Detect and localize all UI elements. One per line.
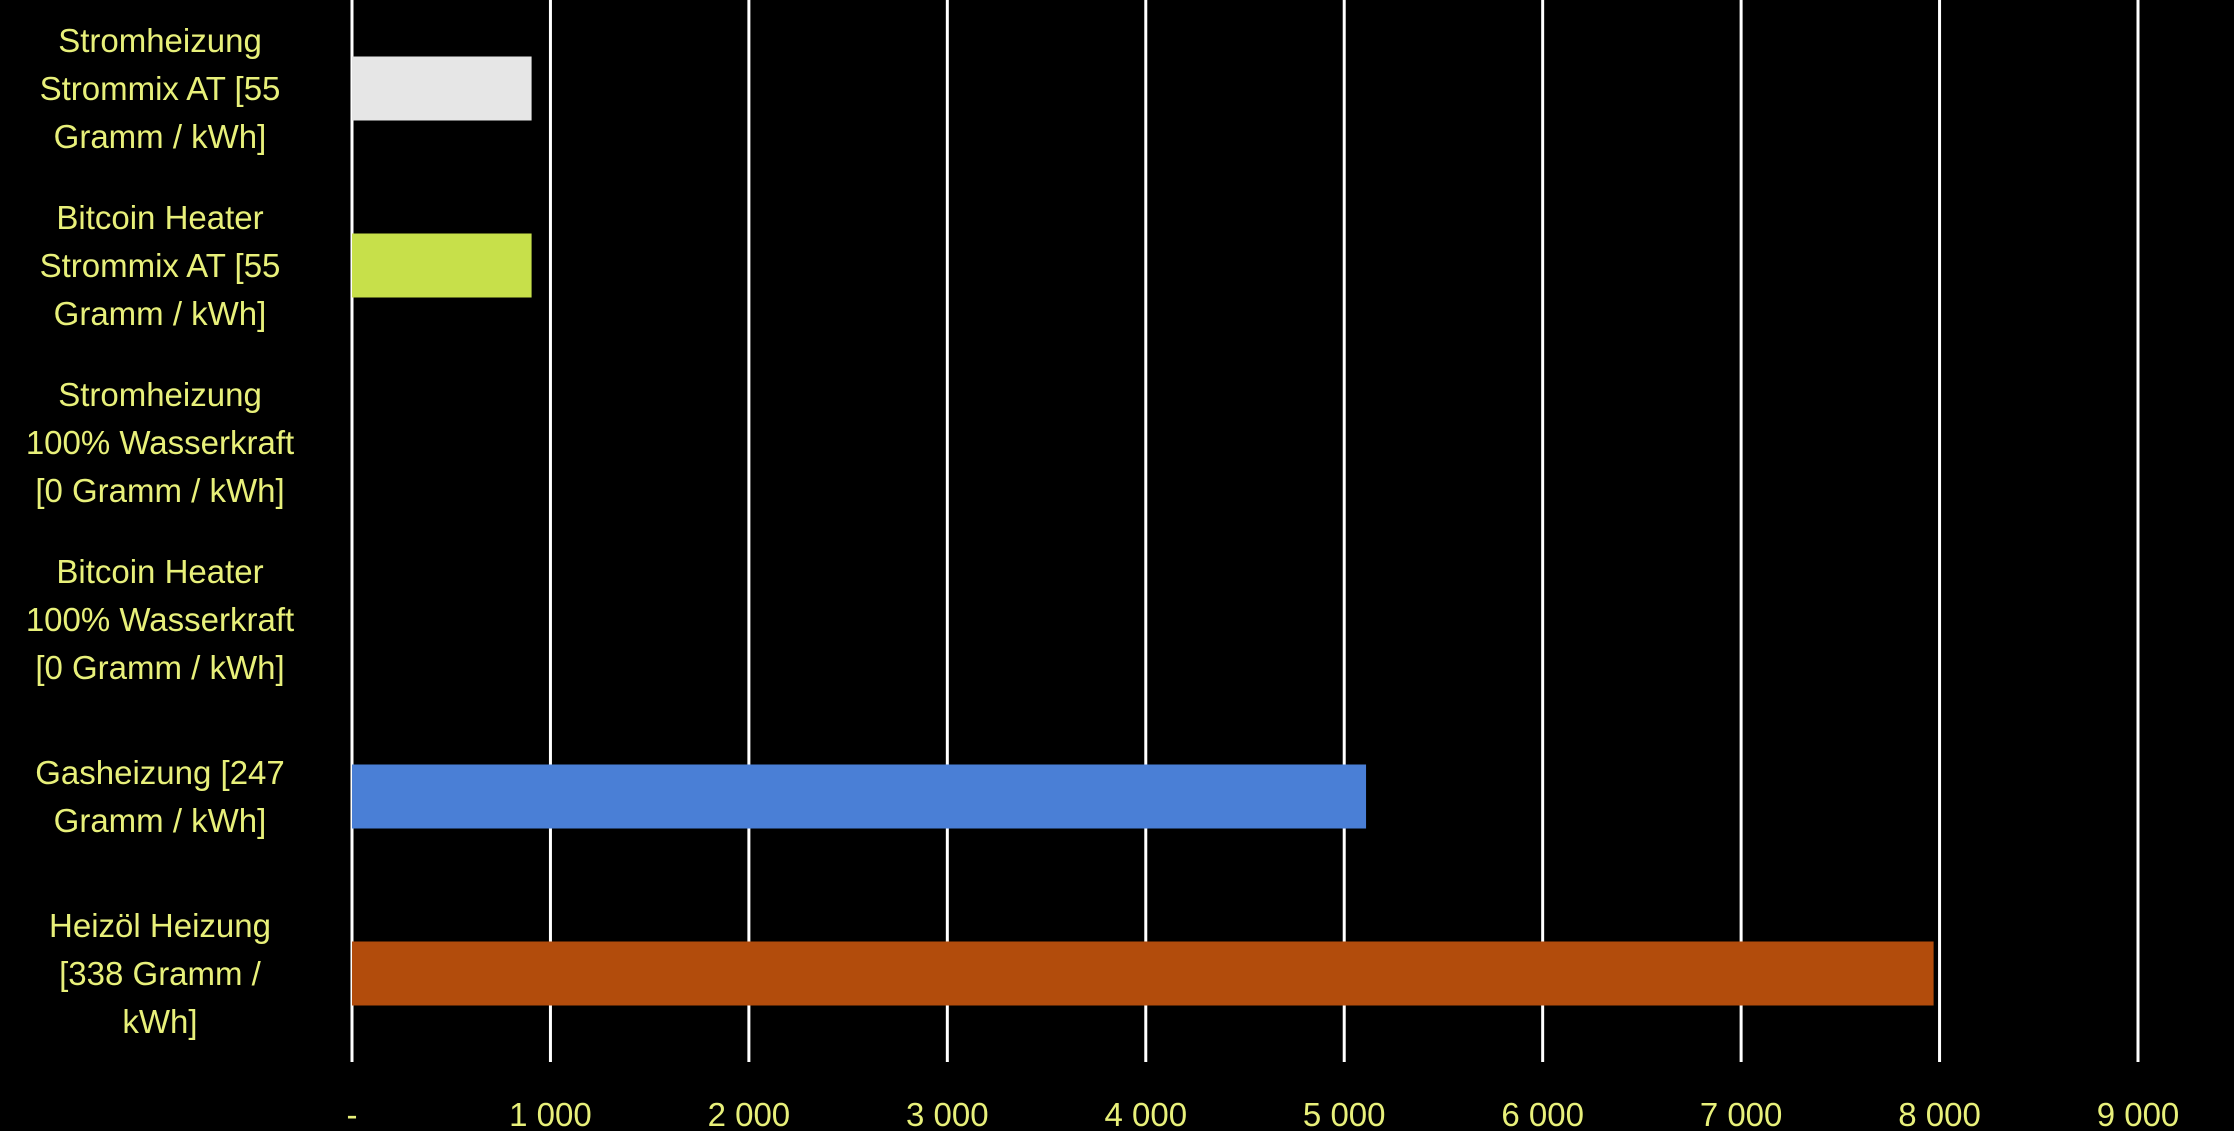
x-tick-label: - bbox=[347, 1096, 358, 1131]
gridlines bbox=[350, 0, 2140, 1062]
category-label: Bitcoin Heater 100% Wasserkraft [0 Gramm… bbox=[25, 552, 295, 686]
category-label: Bitcoin Heater Strommix AT [55 Gramm / k… bbox=[39, 198, 281, 332]
x-tick-label: 9 000 bbox=[2097, 1096, 2180, 1131]
x-axis-ticks: - 1 000 2 000 3 000 4 000 5 000 6 000 7 000 8 00… bbox=[347, 1096, 2180, 1131]
category-label: Gasheizung [247 Gramm / kWh] bbox=[35, 753, 285, 839]
category-label: Heizöl Heizung [338 Gramm / kWh] bbox=[49, 906, 271, 1040]
x-tick-label: 7 000 bbox=[1700, 1096, 1783, 1131]
x-tick-label: 5 000 bbox=[1303, 1096, 1386, 1131]
bar bbox=[352, 764, 1367, 829]
bar bbox=[352, 56, 532, 121]
category-label: Stromheizung Strommix AT [55 Gramm / kWh… bbox=[39, 21, 281, 155]
x-tick-label: 1 000 bbox=[509, 1096, 592, 1131]
x-tick-label: 4 000 bbox=[1104, 1096, 1187, 1131]
bar bbox=[352, 233, 532, 298]
x-tick-label: 3 000 bbox=[906, 1096, 989, 1131]
x-tick-label: 2 000 bbox=[708, 1096, 791, 1131]
bars bbox=[352, 56, 1934, 1006]
x-tick-label: 8 000 bbox=[1898, 1096, 1981, 1131]
category-label: Stromheizung 100% Wasserkraft [0 Gramm /… bbox=[25, 375, 295, 509]
x-tick-label: 6 000 bbox=[1501, 1096, 1584, 1131]
bar bbox=[352, 941, 1934, 1006]
